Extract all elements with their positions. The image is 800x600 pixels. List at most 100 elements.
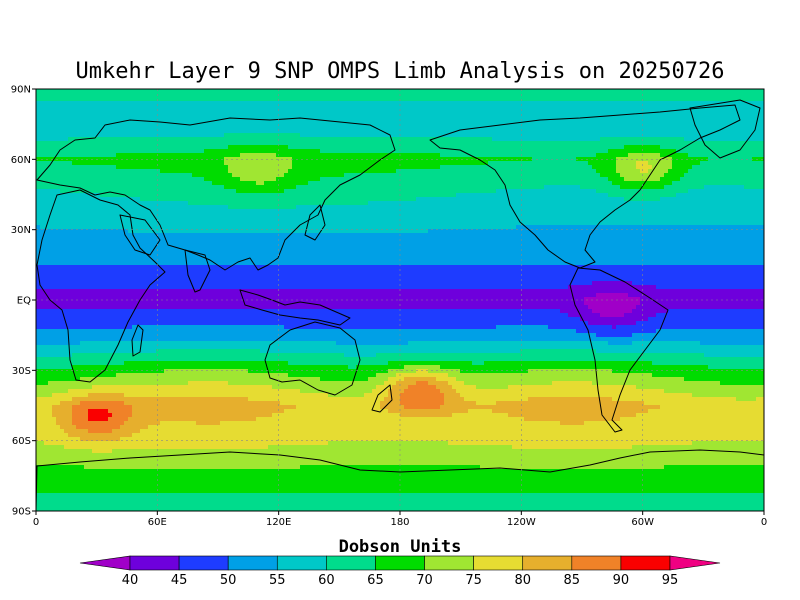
- field-cell: [624, 189, 629, 194]
- field-cell: [88, 177, 93, 182]
- field-cell: [728, 165, 733, 170]
- field-cell: [280, 169, 285, 174]
- field-cell: [280, 109, 285, 114]
- field-cell: [392, 153, 397, 158]
- field-cell: [512, 153, 517, 158]
- field-cell: [280, 125, 285, 130]
- field-cell: [140, 153, 145, 158]
- field-cell: [296, 141, 301, 146]
- field-cell: [716, 89, 721, 94]
- field-cell: [60, 117, 65, 122]
- field-cell: [56, 145, 61, 150]
- field-cell: [116, 141, 121, 146]
- field-cell: [408, 189, 413, 194]
- field-cell: [176, 109, 181, 114]
- field-cell: [652, 89, 657, 94]
- field-cell: [676, 137, 681, 142]
- field-cell: [636, 161, 641, 166]
- field-cell: [424, 125, 429, 130]
- field-cell: [432, 113, 437, 118]
- field-cell: [684, 161, 689, 166]
- field-cell: [208, 165, 213, 170]
- field-cell: [568, 137, 573, 142]
- field-cell: [456, 153, 461, 158]
- field-cell: [216, 105, 221, 110]
- field-cell: [360, 105, 365, 110]
- field-cell: [760, 185, 764, 190]
- field-cell: [688, 161, 693, 166]
- field-cell: [628, 149, 633, 154]
- field-cell: [752, 157, 757, 162]
- field-cell: [564, 97, 569, 102]
- field-cell: [488, 149, 493, 154]
- field-cell: [608, 121, 613, 126]
- field-cell: [380, 101, 385, 106]
- field-cell: [604, 125, 609, 130]
- field-cell: [276, 165, 281, 170]
- field-cell: [704, 169, 709, 174]
- field-cell: [488, 189, 493, 194]
- field-cell: [176, 97, 181, 102]
- field-cell: [572, 189, 577, 194]
- field-cell: [708, 193, 713, 198]
- field-cell: [268, 161, 273, 166]
- field-cell: [568, 149, 573, 154]
- field-cell: [704, 189, 709, 194]
- field-cell: [360, 153, 365, 158]
- field-cell: [56, 165, 61, 170]
- field-cell: [36, 181, 41, 186]
- field-cell: [36, 129, 41, 134]
- field-cell: [184, 149, 189, 154]
- field-cell: [252, 185, 257, 190]
- field-cell: [164, 105, 169, 110]
- field-cell: [252, 141, 257, 146]
- field-cell: [540, 149, 545, 154]
- field-cell: [108, 113, 113, 118]
- field-cell: [232, 185, 237, 190]
- field-cell: [116, 97, 121, 102]
- field-cell: [332, 169, 337, 174]
- field-cell: [744, 101, 749, 106]
- field-cell: [56, 105, 61, 110]
- field-cell: [656, 145, 661, 150]
- field-cell: [624, 129, 629, 134]
- field-cell: [640, 137, 645, 142]
- field-cell: [388, 161, 393, 166]
- field-cell: [400, 125, 405, 130]
- field-cell: [88, 93, 93, 98]
- field-cell: [100, 129, 105, 134]
- field-cell: [556, 149, 561, 154]
- field-cell: [448, 173, 453, 178]
- field-cell: [584, 137, 589, 142]
- field-cell: [332, 109, 337, 114]
- field-cell: [736, 145, 741, 150]
- field-cell: [340, 197, 345, 202]
- field-cell: [332, 193, 337, 198]
- field-cell: [524, 93, 529, 98]
- field-cell: [276, 141, 281, 146]
- field-cell: [368, 89, 373, 94]
- field-cell: [216, 109, 221, 114]
- field-cell: [64, 93, 69, 98]
- field-cell: [124, 149, 129, 154]
- field-cell: [524, 165, 529, 170]
- field-cell: [488, 193, 493, 198]
- field-cell: [752, 113, 757, 118]
- field-cell: [404, 101, 409, 106]
- field-cell: [160, 173, 165, 178]
- field-cell: [376, 169, 381, 174]
- field-cell: [496, 125, 501, 130]
- field-cell: [392, 113, 397, 118]
- field-cell: [656, 137, 661, 142]
- field-cell: [612, 109, 617, 114]
- field-cell: [448, 93, 453, 98]
- field-cell: [344, 181, 349, 186]
- field-cell: [80, 141, 85, 146]
- field-cell: [576, 125, 581, 130]
- field-cell: [84, 117, 89, 122]
- field-cell: [144, 169, 149, 174]
- field-cell: [292, 101, 297, 106]
- field-cell: [64, 197, 69, 202]
- field-cell: [684, 169, 689, 174]
- field-cell: [600, 125, 605, 130]
